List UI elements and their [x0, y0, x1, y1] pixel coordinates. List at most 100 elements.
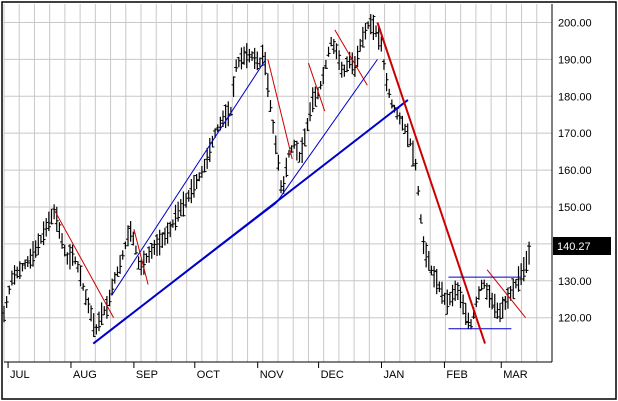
price-bar [263, 51, 268, 76]
price-bar [191, 174, 196, 198]
price-bar [334, 43, 339, 60]
price-bar [255, 51, 260, 71]
price-bar [52, 204, 57, 220]
support-trendline [92, 99, 409, 345]
price-bar [403, 123, 408, 135]
x-tick-label: JAN [384, 369, 405, 381]
price-bar [44, 218, 49, 237]
price-bar [115, 266, 120, 277]
price-bar [99, 302, 104, 326]
price-bar [498, 302, 503, 323]
y-axis-ticks: 120.00130.00140.00150.00160.00170.00180.… [558, 17, 592, 324]
price-bar [331, 38, 336, 54]
price-bar [250, 51, 255, 61]
price-bar [511, 278, 516, 300]
price-bar [144, 253, 149, 263]
price-bar [447, 291, 452, 306]
price-bar [479, 279, 484, 291]
price-bar [242, 46, 247, 65]
price-bar [49, 208, 54, 225]
price-bar [260, 44, 265, 66]
price-bar [408, 138, 413, 147]
price-bar [67, 244, 72, 270]
y-tick-label: 190.00 [558, 54, 592, 66]
price-bar [107, 289, 112, 307]
x-tick-label: SEP [136, 369, 158, 381]
resistance-trendline [334, 29, 368, 86]
price-bar [445, 289, 450, 315]
grid-lines [3, 4, 553, 363]
price-bar [7, 285, 12, 295]
price-bar [231, 76, 236, 98]
price-bar [442, 292, 447, 305]
price-bar [366, 21, 371, 30]
price-bar [136, 256, 141, 270]
price-bar [178, 199, 183, 217]
price-bar [313, 86, 318, 107]
resistance-trendline [376, 22, 486, 344]
price-bar [397, 112, 402, 125]
price-bar [89, 305, 94, 322]
x-tick-label: AUG [73, 369, 97, 381]
resistance-trendline [133, 229, 149, 285]
price-bar [413, 158, 418, 171]
price-bar [15, 266, 20, 279]
price-bar [268, 100, 273, 112]
price-bar [305, 118, 310, 132]
price-bar [20, 262, 25, 272]
price-bar [450, 284, 455, 307]
last-price-marker: 140.27 [553, 237, 611, 255]
price-bar [23, 259, 28, 270]
price-bar [484, 282, 489, 300]
last-price-box [553, 237, 611, 255]
price-bar [36, 233, 41, 256]
price-bar [368, 14, 373, 35]
price-bar [426, 251, 431, 271]
price-bar [371, 14, 376, 40]
price-bar [492, 293, 497, 318]
price-bar [70, 244, 75, 266]
price-bar [73, 256, 78, 265]
price-bar [302, 128, 307, 147]
price-bar [424, 242, 429, 268]
price-bar [463, 302, 468, 325]
price-bar [410, 140, 415, 167]
price-bar [461, 294, 466, 315]
price-bar [28, 248, 33, 269]
price-bar [160, 232, 165, 248]
price-bar [358, 38, 363, 53]
price-bar [273, 135, 278, 155]
price-bar [128, 221, 133, 242]
price-bar [329, 36, 334, 47]
price-bar [81, 283, 86, 291]
price-bar [455, 282, 460, 301]
price-bar [521, 257, 526, 282]
price-bar [65, 252, 70, 265]
resistance-trendlines [54, 22, 527, 344]
price-bar [513, 278, 518, 289]
price-bar [292, 139, 297, 149]
support-trendline [111, 59, 267, 296]
y-tick-label: 150.00 [558, 202, 592, 214]
price-bar [294, 140, 299, 161]
price-bar [458, 286, 463, 309]
y-tick-label: 120.00 [558, 313, 592, 325]
price-bar [310, 87, 315, 113]
price-bar [78, 265, 83, 287]
price-bar [500, 296, 505, 319]
y-tick-label: 160.00 [558, 165, 592, 177]
price-bar [421, 236, 426, 255]
price-bar [165, 222, 170, 244]
price-bar [503, 295, 508, 310]
price-bar [149, 242, 154, 259]
price-bar [284, 157, 289, 178]
price-bar [482, 279, 487, 289]
price-bar [25, 256, 30, 267]
price-bar [516, 266, 521, 292]
price-bar [271, 119, 276, 134]
price-bar [505, 287, 510, 309]
price-bar [234, 59, 239, 72]
price-bar [123, 241, 128, 250]
x-tick-label: JUL [10, 369, 30, 381]
